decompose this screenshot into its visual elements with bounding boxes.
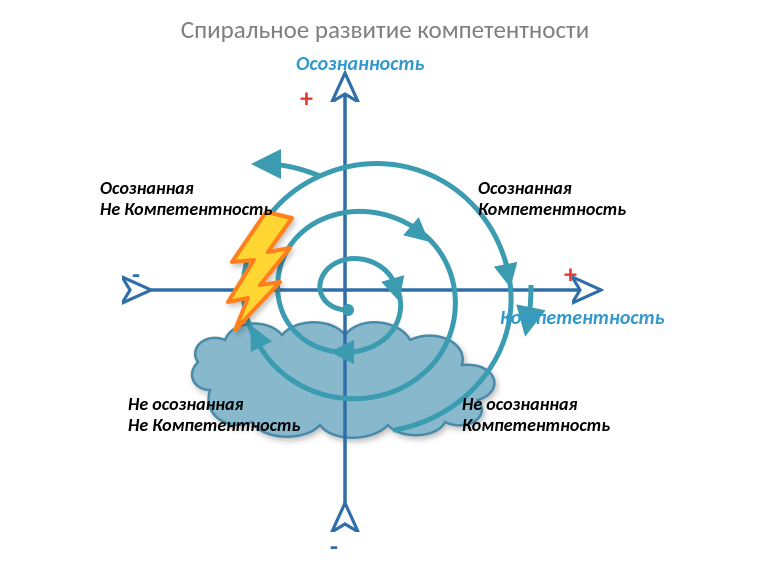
lightning-shape [228,212,292,330]
y-minus-sign: - [330,530,338,562]
quadrant-top-left: Осознанная Не Компетентность [100,178,272,219]
quad-tr-line2: Компетентность [478,198,626,220]
x-plus-sign: + [564,258,577,290]
quad-br-line2: Компетентность [462,414,610,436]
y-axis-label: Осознанность [296,52,424,76]
quad-tr-line1: Осознанная [478,177,572,199]
quad-bl-line1: Не осознанная [128,393,244,415]
y-plus-sign: + [300,82,313,114]
x-axis-label: Компетентность [500,306,665,330]
quad-tl-line1: Осознанная [100,177,194,199]
x-minus-sign: - [132,258,140,290]
quadrant-top-right: Осознанная Компетентность [478,178,626,219]
quad-bl-line2: Не Компетентность [128,414,300,436]
quad-tl-line2: Не Компетентность [100,198,272,220]
quadrant-bottom-left: Не осознанная Не Компетентность [128,394,300,435]
lightning-icon [0,0,770,568]
quadrant-bottom-right: Не осознанная Компетентность [462,394,610,435]
diagram-canvas: Спиральное развитие компетентности [0,0,770,568]
quad-br-line1: Не осознанная [462,393,578,415]
